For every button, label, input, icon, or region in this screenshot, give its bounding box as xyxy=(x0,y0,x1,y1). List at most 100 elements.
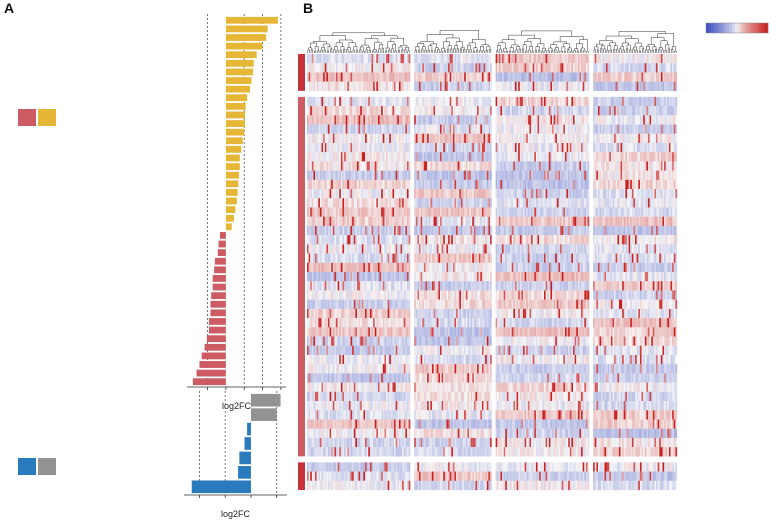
heatmap-cell xyxy=(652,72,655,82)
heatmap-cell xyxy=(599,244,602,254)
heatmap-cell xyxy=(382,179,385,190)
heatmap-cell xyxy=(638,72,641,82)
heatmap-cell xyxy=(638,81,641,92)
heatmap-cell xyxy=(618,96,621,107)
heatmap-cell xyxy=(672,63,674,73)
heatmap-cell xyxy=(646,207,649,217)
heatmap-cell xyxy=(460,244,463,254)
heatmap-cell xyxy=(620,216,623,227)
heatmap-cell xyxy=(558,198,561,208)
heatmap-cell xyxy=(369,54,372,64)
heatmap-cell xyxy=(441,161,444,171)
bar-sutterella xyxy=(225,154,240,162)
heatmap-cell xyxy=(414,225,416,236)
heatmap-cell xyxy=(667,235,670,245)
heatmap-cell xyxy=(444,161,447,171)
heatmap-cell xyxy=(395,225,398,236)
heatmap-cell xyxy=(615,170,618,180)
heatmap-cell xyxy=(585,179,588,190)
heatmap-cell xyxy=(668,106,671,116)
heatmap-cell xyxy=(574,244,577,254)
heatmap-cell xyxy=(529,115,532,125)
heatmap-cell xyxy=(639,63,642,73)
heatmap-cell xyxy=(656,81,658,92)
heatmap-cell xyxy=(480,124,483,134)
heatmap-cell xyxy=(585,72,588,82)
heatmap-cell xyxy=(556,106,559,116)
heatmap-cell xyxy=(553,63,556,73)
heatmap-cell xyxy=(667,152,670,162)
heatmap-cell xyxy=(548,225,551,236)
heatmap-cell xyxy=(667,133,670,144)
dendrogram-branch xyxy=(332,32,385,36)
heatmap-cell xyxy=(316,225,319,236)
heatmap-cell xyxy=(585,216,588,227)
heatmap-cell xyxy=(524,115,527,125)
heatmap-cell xyxy=(326,179,329,190)
heatmap-cell xyxy=(361,115,364,125)
heatmap-cell xyxy=(425,198,428,208)
heatmap-cell xyxy=(478,72,481,82)
heatmap-cell xyxy=(470,63,473,73)
heatmap-cell xyxy=(675,124,678,134)
heatmap-cell xyxy=(587,161,590,171)
heatmap-cell xyxy=(573,179,575,190)
heatmap-cell xyxy=(308,179,311,190)
heatmap-cell xyxy=(656,198,658,208)
heatmap-cell xyxy=(521,189,524,199)
heatmap-cell xyxy=(485,179,487,190)
heatmap-cell xyxy=(585,152,588,162)
heatmap-cell xyxy=(319,72,322,82)
heatmap-cell xyxy=(376,244,379,254)
heatmap-cell xyxy=(408,142,411,153)
heatmap-cell xyxy=(403,152,406,162)
heatmap-cell xyxy=(606,161,608,171)
heatmap-cell xyxy=(336,235,338,245)
heatmap-cell xyxy=(563,198,566,208)
heatmap-cell xyxy=(604,225,607,236)
heatmap-cell xyxy=(606,198,608,208)
heatmap-cell xyxy=(576,170,579,180)
heatmap-cell xyxy=(397,161,400,171)
heatmap-cell xyxy=(355,54,358,64)
heatmap-cell xyxy=(326,235,329,245)
heatmap-cell xyxy=(537,244,540,254)
heatmap-cell xyxy=(585,63,588,73)
heatmap-cell xyxy=(451,189,454,199)
heatmap-cell xyxy=(311,161,314,171)
heatmap-cell xyxy=(420,152,423,162)
heatmap-cell xyxy=(599,106,602,116)
heatmap-cell xyxy=(415,161,418,171)
heatmap-cell xyxy=(607,152,610,162)
heatmap-cell xyxy=(356,106,359,116)
heatmap-cell xyxy=(310,161,312,171)
heatmap-cell xyxy=(660,235,663,245)
heatmap-cell xyxy=(326,207,329,217)
heatmap-cell xyxy=(340,54,343,64)
heatmap-cell xyxy=(545,81,548,92)
heatmap-cell xyxy=(529,124,532,134)
heatmap-cell xyxy=(558,81,561,92)
heatmap-cell xyxy=(631,170,634,180)
heatmap-cell xyxy=(475,72,478,82)
heatmap-cell xyxy=(454,198,457,208)
heatmap-cell xyxy=(376,133,379,144)
heatmap-cell xyxy=(547,179,549,190)
dendrogram-branch xyxy=(310,49,313,53)
heatmap-cell xyxy=(460,189,463,199)
heatmap-cell xyxy=(639,106,642,116)
heatmap-cell xyxy=(571,179,574,190)
heatmap-cell xyxy=(537,235,540,245)
heatmap-cell xyxy=(518,225,520,236)
heatmap-cell xyxy=(614,54,616,64)
heatmap-cell xyxy=(622,170,624,180)
heatmap-cell xyxy=(360,106,362,116)
heatmap-cell xyxy=(660,124,663,134)
heatmap-cell xyxy=(625,189,628,199)
heatmap-cell xyxy=(315,72,317,82)
heatmap-cell xyxy=(374,63,377,73)
heatmap-cell xyxy=(510,216,512,227)
heatmap-cell xyxy=(327,96,330,107)
dendrogram-branch xyxy=(516,46,521,50)
heatmap-cell xyxy=(448,216,450,227)
